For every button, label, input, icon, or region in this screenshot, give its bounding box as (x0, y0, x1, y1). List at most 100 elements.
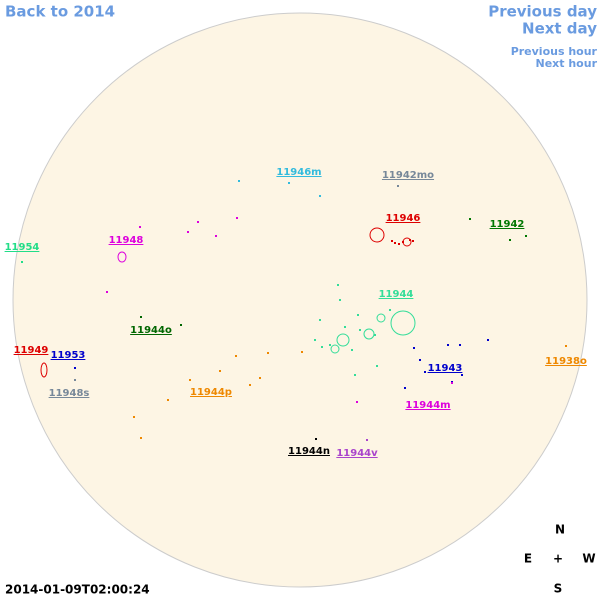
region-label[interactable]: 11938o (545, 356, 587, 367)
region-label[interactable]: 11946m (276, 167, 321, 178)
sunspot-outline (376, 313, 386, 323)
compass-north: N (555, 523, 565, 537)
sunspot (249, 384, 251, 386)
sunspot (461, 374, 463, 376)
sunspot-outline (402, 237, 412, 247)
region-label[interactable]: 11943 (428, 363, 463, 374)
sunspot-outline (40, 362, 48, 378)
region-label[interactable]: 11942 (490, 219, 525, 230)
region-label[interactable]: 11948 (109, 235, 144, 246)
back-link[interactable]: Back to 2014 (5, 3, 115, 21)
region-label[interactable]: 11944m (405, 400, 450, 411)
compass-south: S (554, 582, 563, 596)
sunspot (139, 226, 141, 228)
sunspot (351, 349, 353, 351)
region-label[interactable]: 11954 (5, 242, 40, 253)
sunspot-outline (117, 251, 127, 263)
sunspot (259, 377, 261, 379)
sunspot (413, 347, 415, 349)
sunspot (398, 243, 400, 245)
sunspot (329, 344, 331, 346)
sunspot (404, 387, 406, 389)
sunspot-outline (390, 310, 416, 336)
sunspot (314, 339, 316, 341)
sunspot (412, 240, 414, 242)
sunspot (140, 316, 142, 318)
sunspot (167, 399, 169, 401)
compass-center: + (553, 552, 563, 566)
region-label[interactable]: 11948s (49, 388, 90, 399)
region-label[interactable]: 11944n (288, 446, 330, 457)
sunspot-outline (330, 344, 340, 354)
sunspot (235, 355, 237, 357)
sunspot (359, 329, 361, 331)
region-label[interactable]: 11944 (379, 289, 414, 300)
sunspot (319, 319, 321, 321)
sunspot (267, 352, 269, 354)
sunspot (397, 185, 399, 187)
sunspot (197, 221, 199, 223)
sunspot (389, 309, 391, 311)
sunspot (394, 242, 396, 244)
previous-hour-link[interactable]: Previous hour (511, 45, 598, 58)
sunspot (238, 180, 240, 182)
sunspot (366, 439, 368, 441)
sunspot (74, 379, 76, 381)
sunspot (459, 344, 461, 346)
compass-west: W (582, 552, 595, 566)
sunspot (339, 299, 341, 301)
sunspot (74, 367, 76, 369)
previous-day-link[interactable]: Previous day (488, 3, 597, 21)
sunspot-outline (369, 227, 385, 243)
sunspot (315, 438, 317, 440)
next-day-link[interactable]: Next day (522, 20, 597, 38)
sunspot (321, 346, 323, 348)
sunspot (424, 371, 426, 373)
sunspot (21, 261, 23, 263)
next-hour-link[interactable]: Next hour (536, 57, 598, 70)
sunspot (451, 382, 453, 384)
sunspot (140, 437, 142, 439)
region-label[interactable]: 11944o (130, 325, 172, 336)
region-label[interactable]: 11942mo (382, 170, 434, 181)
sunspot (301, 351, 303, 353)
sunspot (187, 231, 189, 233)
sunspot (189, 379, 191, 381)
sunspot (236, 217, 238, 219)
compass-east: E (524, 552, 532, 566)
region-label[interactable]: 11944v (336, 448, 378, 459)
sunspot (447, 344, 449, 346)
region-label[interactable]: 11946 (386, 213, 421, 224)
sunspot (356, 401, 358, 403)
sunspot (565, 345, 567, 347)
sunspot (215, 235, 217, 237)
sunspot (509, 239, 511, 241)
sunspot (319, 195, 321, 197)
sunspot (133, 416, 135, 418)
solar-disk (12, 12, 588, 588)
region-label[interactable]: 11953 (51, 350, 86, 361)
sunspot (219, 370, 221, 372)
sunspot (337, 284, 339, 286)
sunspot (344, 326, 346, 328)
sunspot (354, 374, 356, 376)
sunspot (357, 314, 359, 316)
sunspot (288, 182, 290, 184)
sunspot (525, 235, 527, 237)
sunspot-outline (363, 328, 375, 340)
sunspot (106, 291, 108, 293)
sunspot (180, 324, 182, 326)
sunspot (469, 218, 471, 220)
sunspot-outline (336, 333, 350, 347)
sunspot (419, 359, 421, 361)
sunspot (391, 240, 393, 242)
region-label[interactable]: 11949 (14, 345, 49, 356)
region-label[interactable]: 11944p (190, 387, 232, 398)
sunspot (409, 239, 411, 241)
sunspot (374, 334, 376, 336)
sunspot (376, 365, 378, 367)
timestamp: 2014-01-09T02:00:24 (5, 583, 150, 597)
sunspot (487, 339, 489, 341)
